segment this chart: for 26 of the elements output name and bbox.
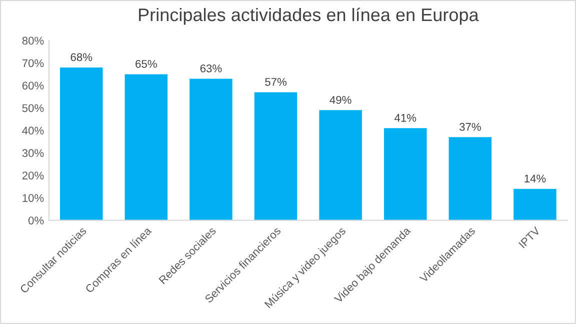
data-label: 63%: [200, 64, 222, 72]
data-label: 57%: [265, 78, 286, 86]
y-tick-label: 0%: [28, 216, 44, 224]
y-tick-label: 20%: [22, 172, 44, 180]
bar: [319, 110, 362, 220]
y-tick-label: 30%: [22, 149, 44, 158]
bar: [448, 137, 492, 220]
data-label: 49%: [330, 96, 352, 104]
bar: [514, 188, 556, 220]
data-label: 37%: [459, 122, 481, 131]
data-label: 65%: [136, 60, 157, 68]
y-tick-label: 60%: [22, 82, 44, 90]
bar: [384, 128, 427, 220]
bar: [124, 74, 168, 220]
y-tick-label: 10%: [22, 194, 44, 202]
data-label: 41%: [394, 114, 416, 122]
bar: [60, 67, 103, 220]
data-label: 14%: [524, 174, 546, 182]
y-tick-label: 50%: [22, 104, 44, 112]
y-tick-label: 40%: [22, 126, 44, 135]
data-label: 68%: [70, 53, 92, 62]
bar: [254, 92, 298, 220]
bar: [190, 78, 232, 220]
y-tick-label: 70%: [22, 59, 44, 68]
chart-title: Principales actividades en línea en Europa: [139, 8, 479, 25]
y-tick-label: 80%: [22, 36, 44, 45]
